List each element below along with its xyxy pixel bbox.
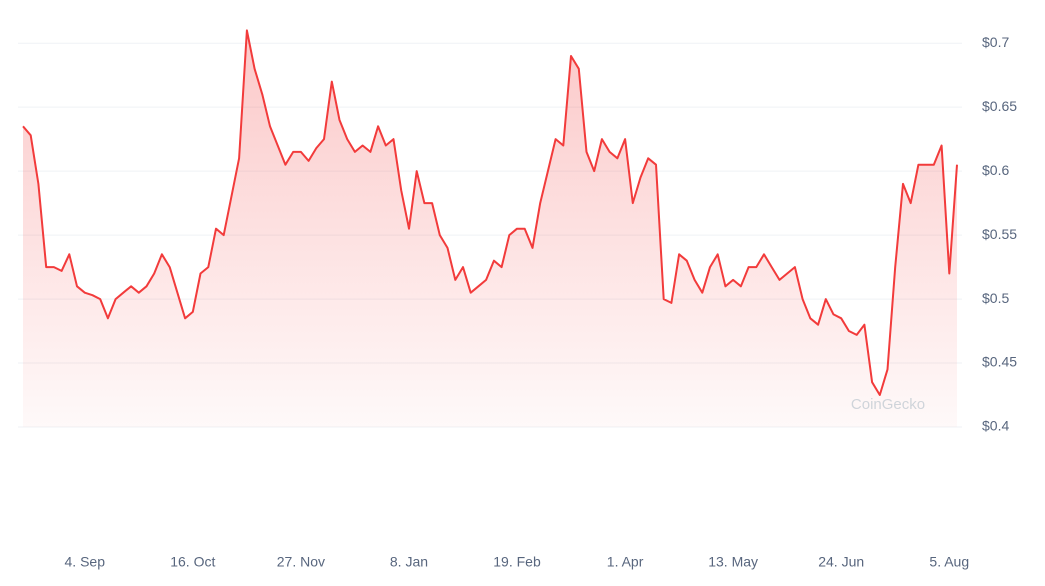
x-tick-label: 13. May [708,554,758,570]
y-tick-label: $0.6 [982,162,1009,178]
x-tick-label: 8. Jan [390,554,428,570]
x-tick-label: 4. Sep [65,554,106,570]
watermark: CoinGecko [851,396,925,413]
y-tick-label: $0.5 [982,290,1009,306]
y-tick-label: $0.7 [982,34,1009,50]
y-tick-label: $0.55 [982,226,1017,242]
x-tick-label: 5. Aug [929,554,969,570]
y-tick-label: $0.65 [982,98,1017,114]
area-fill [23,30,957,428]
x-tick-label: 27. Nov [277,554,325,570]
x-tick-label: 19. Feb [493,554,541,570]
y-tick-label: $0.4 [982,418,1009,434]
y-tick-label: $0.45 [982,354,1017,370]
price-line [22,29,958,396]
x-tick-label: 24. Jun [818,554,864,570]
x-tick-label: 1. Apr [607,554,644,570]
x-tick-label: 16. Oct [170,554,215,570]
